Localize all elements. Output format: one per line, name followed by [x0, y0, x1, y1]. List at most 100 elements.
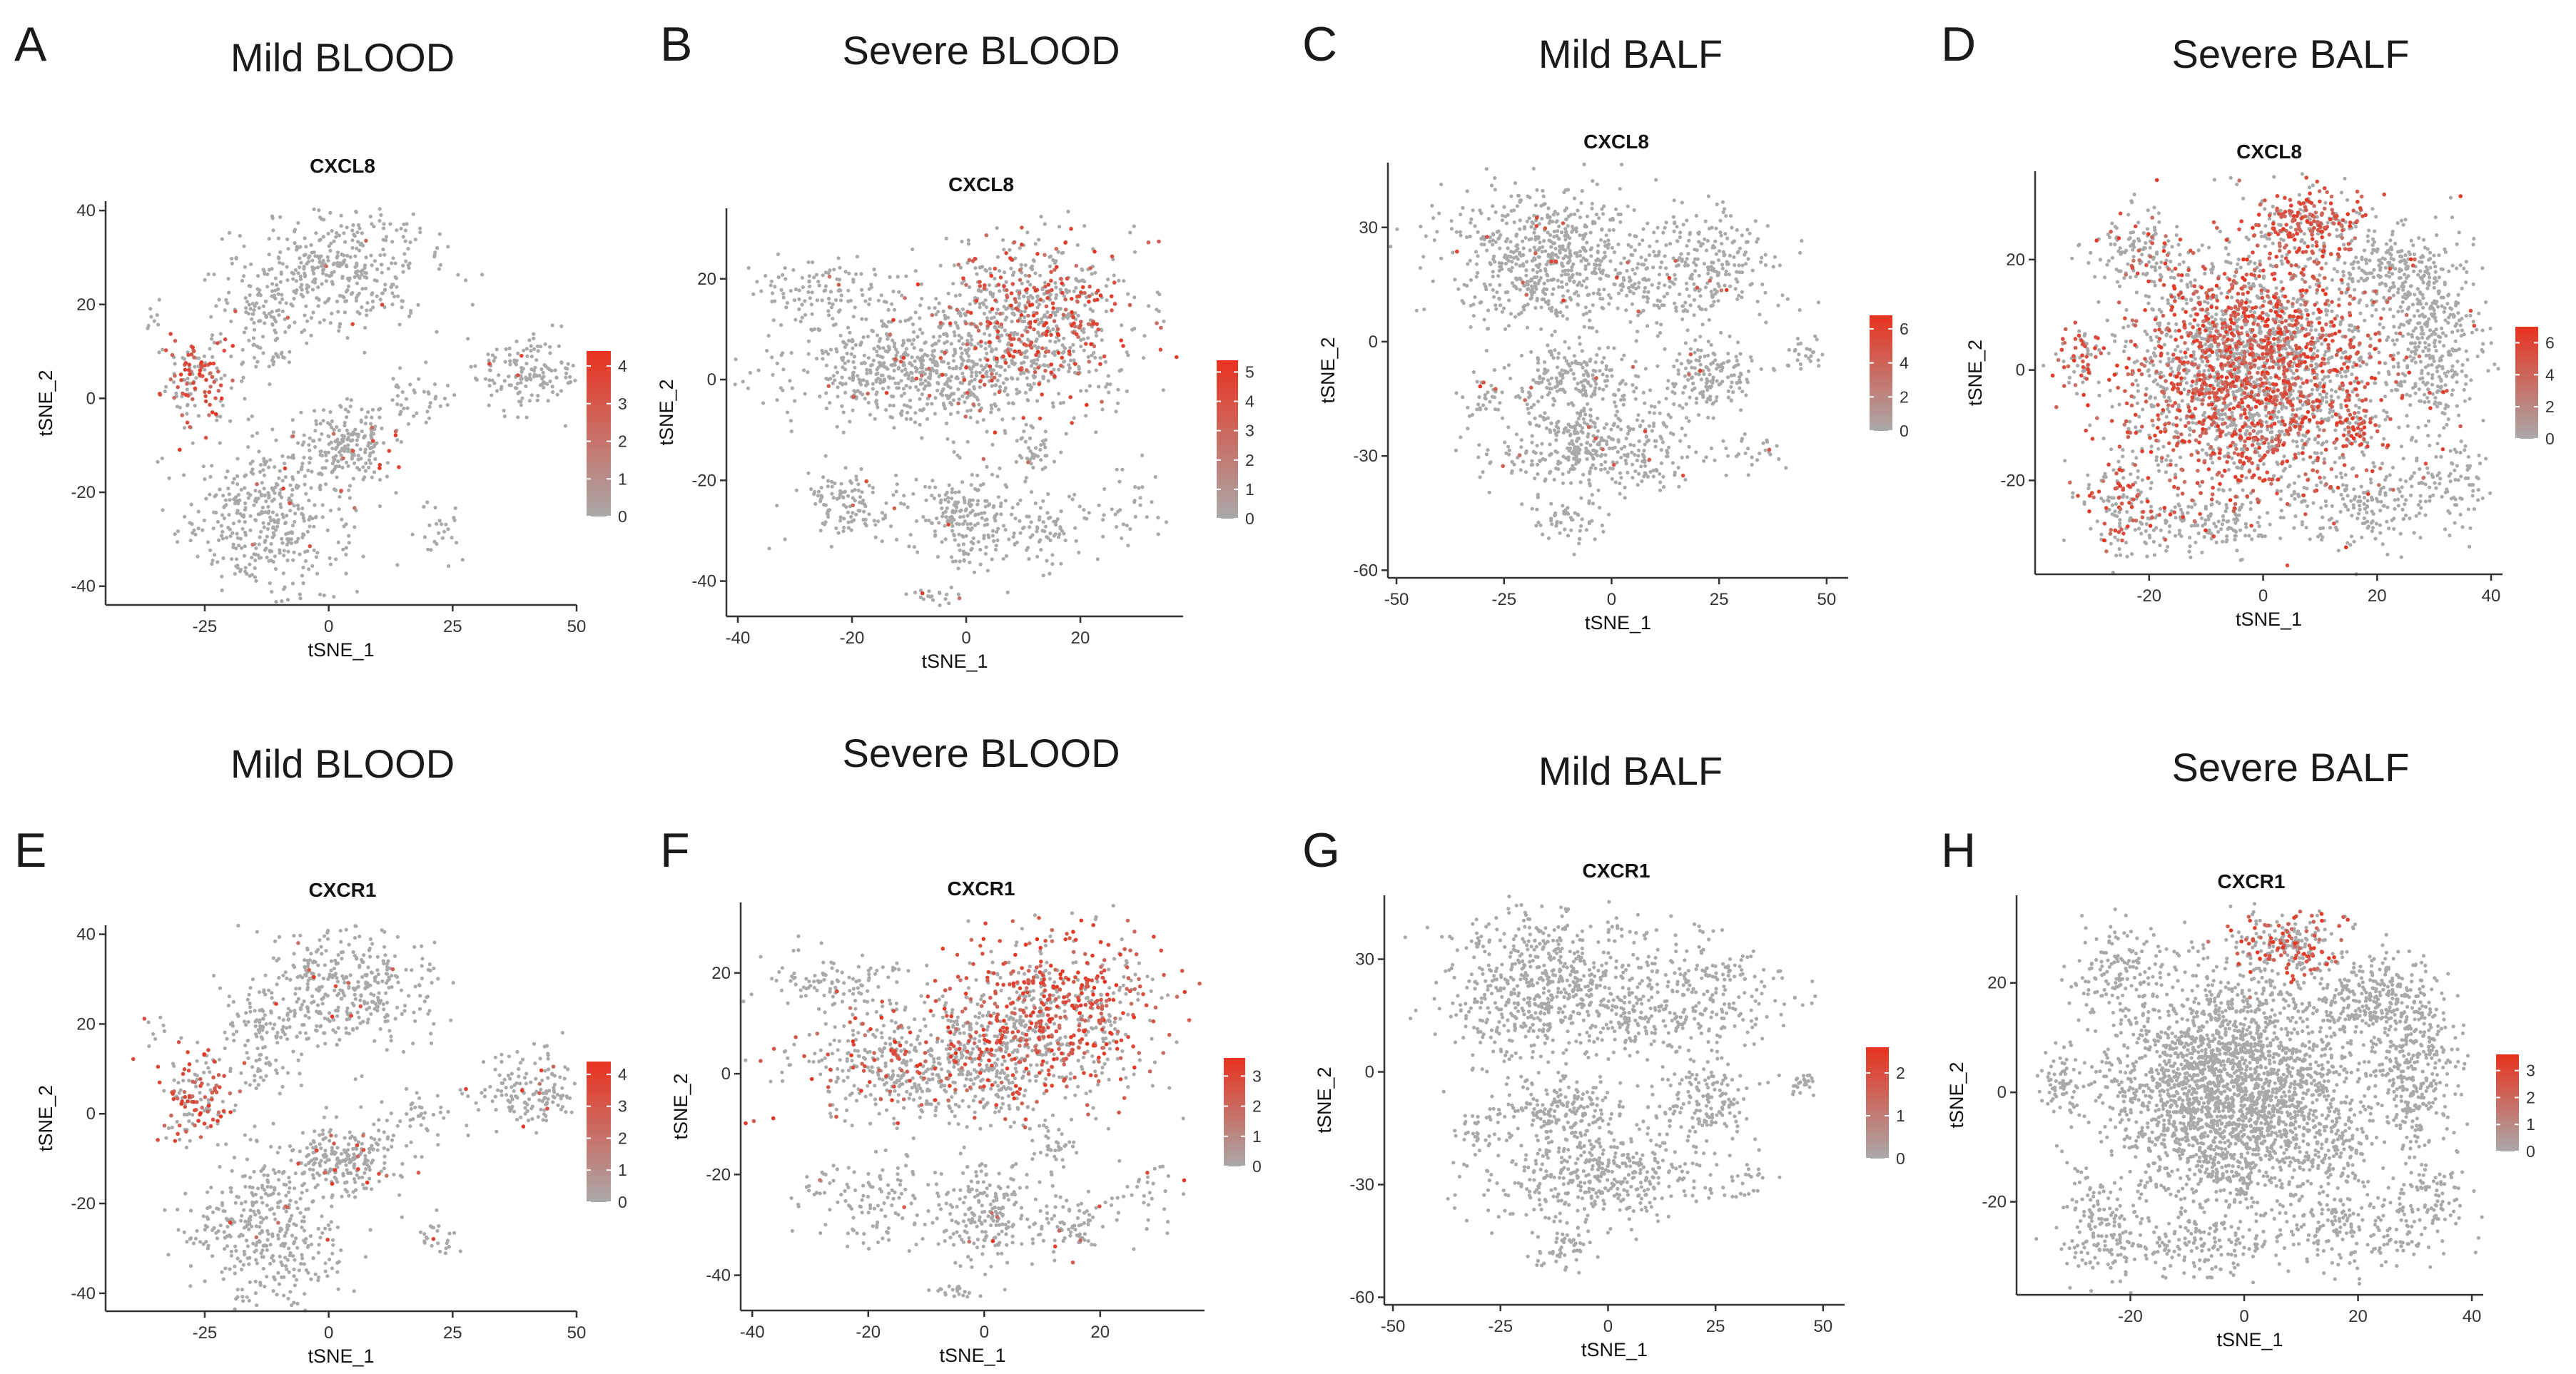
data-point [1591, 179, 1595, 183]
data-point [377, 207, 382, 211]
data-point [1025, 355, 1029, 360]
data-point [1027, 556, 1031, 561]
data-point [923, 341, 927, 345]
data-point [527, 338, 532, 342]
data-point [355, 261, 359, 265]
data-point-expressed [989, 273, 994, 278]
data-point [1522, 225, 1527, 229]
data-point-expressed [285, 315, 290, 320]
data-point [902, 391, 906, 396]
data-point [1576, 417, 1581, 421]
data-point [1583, 258, 1588, 262]
data-point [1778, 263, 1782, 268]
data-point [1529, 350, 1533, 354]
data-point [372, 259, 377, 263]
data-point [288, 509, 293, 513]
data-point [1561, 294, 1566, 298]
data-point [883, 365, 888, 370]
y-tick-label: -20 [691, 471, 716, 490]
data-point [827, 301, 831, 305]
data-point-expressed [1049, 270, 1053, 275]
data-point [1578, 272, 1582, 277]
data-point [524, 377, 529, 382]
data-point [1607, 302, 1611, 306]
data-point [1555, 219, 1559, 223]
data-point [1469, 278, 1473, 283]
data-point [356, 457, 360, 462]
data-point [1591, 291, 1596, 295]
data-point [976, 488, 980, 492]
data-point [1673, 220, 1677, 225]
data-point [831, 302, 835, 307]
data-point [1102, 513, 1106, 517]
data-point [1008, 248, 1012, 252]
data-point [824, 363, 828, 367]
data-point [1716, 258, 1720, 263]
data-point [1607, 228, 1612, 233]
data-point [1576, 208, 1580, 213]
data-point [326, 258, 330, 263]
data-point [508, 359, 512, 363]
data-point [937, 325, 941, 329]
data-point [1022, 294, 1026, 299]
data-point [369, 253, 373, 258]
data-point-expressed [1026, 313, 1030, 318]
data-point [393, 261, 397, 265]
data-point-expressed [1079, 320, 1083, 324]
data-point [800, 275, 804, 280]
data-point [276, 236, 280, 240]
data-point [243, 544, 247, 549]
data-point [1760, 283, 1765, 287]
data-point [272, 497, 276, 502]
data-point [1038, 273, 1043, 278]
data-point-expressed [178, 372, 183, 377]
data-point [1603, 240, 1607, 244]
data-point [941, 360, 945, 364]
data-point [982, 534, 986, 538]
data-point [253, 499, 257, 503]
data-point [1586, 293, 1590, 297]
data-point [1023, 390, 1028, 395]
data-point [1703, 354, 1707, 359]
data-point [1514, 262, 1518, 266]
data-point [904, 274, 908, 278]
data-point [1721, 361, 1725, 365]
data-point [1719, 330, 1723, 335]
data-point [252, 552, 256, 556]
data-point [960, 307, 965, 312]
data-point [1468, 258, 1472, 263]
data-point [358, 276, 362, 280]
data-point [824, 350, 828, 354]
data-point [316, 285, 320, 290]
data-point [1564, 359, 1568, 363]
data-point [912, 346, 916, 350]
data-point-expressed [1017, 290, 1022, 295]
data-point [826, 484, 830, 489]
data-point [850, 337, 854, 342]
data-point [1454, 391, 1459, 395]
data-point [891, 290, 896, 294]
data-point-expressed [283, 466, 288, 471]
data-point [1604, 233, 1608, 238]
data-point [875, 333, 880, 337]
data-point [994, 372, 998, 376]
data-point [1469, 220, 1473, 225]
data-point [566, 362, 570, 366]
data-point-expressed [891, 317, 896, 322]
data-point [985, 499, 989, 504]
data-point [945, 437, 950, 441]
data-point [1578, 342, 1582, 346]
data-point [1057, 392, 1061, 396]
data-point-expressed [173, 374, 177, 378]
data-point [524, 415, 529, 419]
data-point [837, 496, 841, 500]
data-point-expressed [1033, 288, 1038, 293]
data-point [789, 429, 793, 434]
data-point [846, 339, 851, 343]
data-point [1528, 297, 1533, 301]
data-point-expressed [1070, 297, 1074, 301]
data-point [1521, 246, 1526, 250]
data-point [1586, 402, 1590, 406]
data-point [733, 382, 737, 387]
